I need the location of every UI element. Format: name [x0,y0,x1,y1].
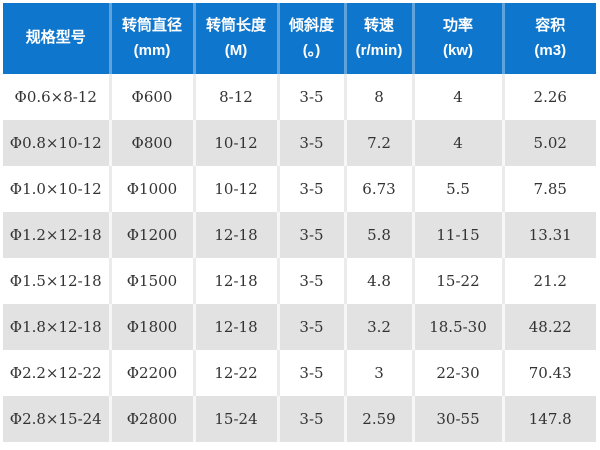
table-cell: 12-18 [194,258,280,304]
table-cell: Φ1500 [110,258,196,304]
spec-model-cell: Φ2.2×12-22 [3,350,112,396]
table-cell: 15-22 [413,258,505,304]
table-cell: 2.59 [345,396,415,442]
table-cell: Φ800 [110,120,196,166]
table-cell: Φ2200 [110,350,196,396]
table-cell: 3-5 [278,304,347,350]
table-header-row: 规格型号 转筒直径 (mm) 转筒长度 (M) 倾斜度 (。) 转速 (r [3,3,596,74]
column-header-spec-model: 规格型号 [3,3,112,74]
table-cell: 12-22 [194,350,280,396]
table-cell: 21.2 [503,258,596,304]
table-cell: 11-15 [413,212,505,258]
spec-model-cell: Φ1.8×12-18 [3,304,112,350]
spec-model-cell: Φ1.5×12-18 [3,258,112,304]
table-row: Φ1.2×12-18 Φ1200 12-18 3-5 5.8 11-15 13.… [3,212,596,258]
spec-model-cell: Φ2.8×15-24 [3,396,112,442]
column-header-title: 倾斜度 [288,16,334,34]
table-cell: Φ600 [110,74,196,120]
column-header-title: 转筒长度 [205,16,266,34]
table-row: Φ1.8×12-18 Φ1800 12-18 3-5 3.2 18.5-30 4… [3,304,596,350]
table-cell: Φ2800 [110,396,196,442]
column-header-unit: (M) [224,41,248,59]
table-body: Φ0.6×8-12 Φ600 8-12 3-5 8 4 2.26 Φ0.8×10… [3,74,596,442]
table-cell: 5.8 [345,212,415,258]
table-cell: 8-12 [194,74,280,120]
table-cell: 4 [413,120,505,166]
table-cell: 22-30 [413,350,505,396]
column-header-title: 转筒直径 [121,16,182,34]
column-header-drum-diameter: 转筒直径 (mm) [110,3,196,74]
table-cell: 4.8 [345,258,415,304]
column-header-volume: 容积 (m3) [503,3,596,74]
spec-model-cell: Φ1.2×12-18 [3,212,112,258]
table-cell: Φ1000 [110,166,196,212]
spec-model-cell: Φ0.8×10-12 [3,120,112,166]
column-header-unit: (mm) [133,41,171,59]
table-cell: 70.43 [503,350,596,396]
column-header-unit: (kw) [443,41,473,59]
table-cell: 7.2 [345,120,415,166]
table-cell: 3 [345,350,415,396]
table-cell: Φ1200 [110,212,196,258]
table-row: Φ0.6×8-12 Φ600 8-12 3-5 8 4 2.26 [3,74,596,120]
table-row: Φ0.8×10-12 Φ800 10-12 3-5 7.2 4 5.02 [3,120,596,166]
table-cell: 3.2 [345,304,415,350]
column-header-title: 容积 [535,16,566,34]
table-cell: 10-12 [194,120,280,166]
table-cell: 3-5 [278,166,347,212]
table-cell: 8 [345,74,415,120]
spec-model-cell: Φ1.0×10-12 [3,166,112,212]
table-cell: 30-55 [413,396,505,442]
spec-model-cell: Φ0.6×8-12 [3,74,112,120]
table-row: Φ2.8×15-24 Φ2800 15-24 3-5 2.59 30-55 14… [3,396,596,442]
column-header-title: 转速 [363,16,394,34]
table-cell: 6.73 [345,166,415,212]
table-cell: 12-18 [194,212,280,258]
table-cell: 4 [413,74,505,120]
column-header-power: 功率 (kw) [413,3,505,74]
column-header-drum-length: 转筒长度 (M) [194,3,280,74]
table-cell: 3-5 [278,396,347,442]
spec-table: 规格型号 转筒直径 (mm) 转筒长度 (M) 倾斜度 (。) 转速 (r [3,3,596,442]
table-cell: 18.5-30 [413,304,505,350]
table-cell: 3-5 [278,212,347,258]
table-cell: 147.8 [503,396,596,442]
table-cell: 3-5 [278,120,347,166]
table-row: Φ1.0×10-12 Φ1000 10-12 3-5 6.73 5.5 7.85 [3,166,596,212]
table-cell: 13.31 [503,212,596,258]
table-row: Φ1.5×12-18 Φ1500 12-18 3-5 4.8 15-22 21.… [3,258,596,304]
table-cell: 12-18 [194,304,280,350]
table-cell: 10-12 [194,166,280,212]
table-cell: 7.85 [503,166,596,212]
table-row: Φ2.2×12-22 Φ2200 12-22 3-5 3 22-30 70.43 [3,350,596,396]
table-cell: 2.26 [503,74,596,120]
column-header-unit: (m3) [534,41,567,59]
table-cell: 3-5 [278,350,347,396]
column-header-unit: (。) [302,41,321,59]
table-cell: 5.5 [413,166,505,212]
table-cell: Φ1800 [110,304,196,350]
column-header-rotation-speed: 转速 (r/min) [345,3,415,74]
table-cell: 15-24 [194,396,280,442]
table-cell: 3-5 [278,258,347,304]
column-header-title: 功率 [442,16,473,34]
table-cell: 5.02 [503,120,596,166]
column-header-title: 规格型号 [25,29,86,47]
table-cell: 48.22 [503,304,596,350]
column-header-inclination: 倾斜度 (。) [278,3,347,74]
table-cell: 3-5 [278,74,347,120]
column-header-unit: (r/min) [355,41,403,59]
